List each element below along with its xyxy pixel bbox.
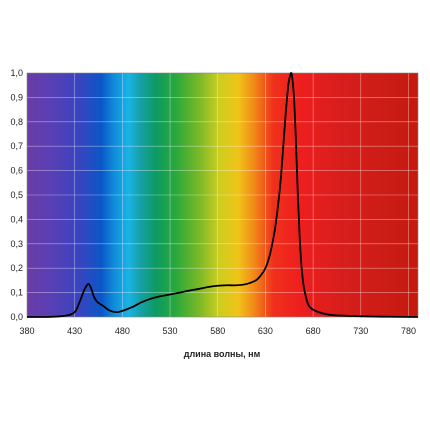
y-tick-label: 0,3: [10, 239, 23, 249]
y-tick-label: 0,7: [10, 141, 23, 151]
x-tick-label: 430: [67, 326, 82, 336]
x-axis-ticks: 380 430 480 530 580 630 680 730 780: [19, 326, 415, 336]
y-tick-label: 0,9: [10, 92, 23, 102]
x-tick-label: 380: [19, 326, 34, 336]
y-tick-label: 0,1: [10, 288, 23, 298]
x-tick-label: 780: [401, 326, 416, 336]
plot-frame: [26, 72, 419, 318]
spectrum-series-line: [27, 72, 419, 318]
y-tick-label: 0,6: [10, 166, 23, 176]
y-tick-label: 0,0: [10, 312, 23, 322]
x-tick-label: 530: [163, 326, 178, 336]
y-tick-label: 0,8: [10, 117, 23, 127]
x-axis-label: длина волны, нм: [184, 349, 261, 359]
y-tick-label: 0,4: [10, 214, 23, 224]
y-tick-label: 0,5: [10, 190, 23, 200]
x-tick-label: 580: [210, 326, 225, 336]
x-tick-label: 630: [258, 326, 273, 336]
x-tick-label: 730: [353, 326, 368, 336]
y-tick-label: 1,0: [10, 68, 23, 78]
x-tick-label: 480: [115, 326, 130, 336]
x-tick-label: 680: [306, 326, 321, 336]
y-axis-ticks: 0,0 0,1 0,2 0,3 0,4 0,5 0,6 0,7 0,8 0,9 1,0: [10, 68, 23, 322]
y-tick-label: 0,2: [10, 263, 23, 273]
